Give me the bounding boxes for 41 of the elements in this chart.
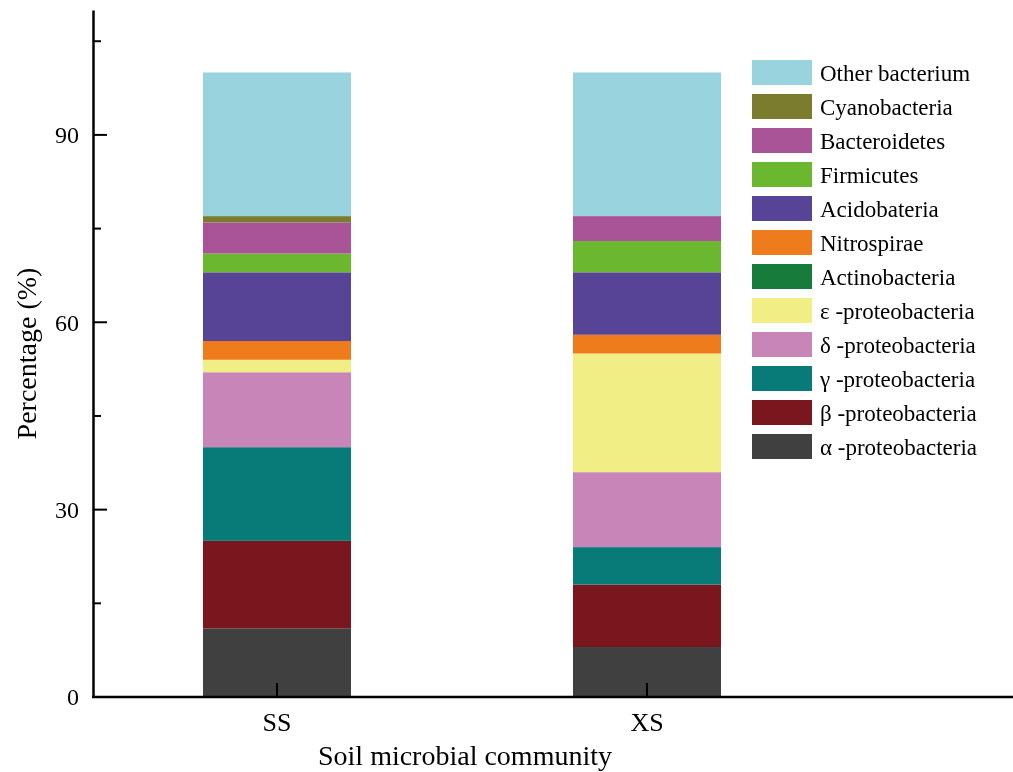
bar (203, 253, 351, 273)
legend-label: Bacteroidetes (820, 129, 946, 155)
bar (203, 272, 351, 342)
bar (573, 216, 721, 242)
bar (203, 628, 351, 697)
y-tick-label: 30 (55, 497, 79, 524)
legend-label: Firmicutes (820, 163, 919, 189)
legend-label: α -proteobacteria (820, 435, 977, 461)
bar (203, 540, 351, 629)
bar (573, 353, 721, 473)
bar (203, 447, 351, 541)
y-axis-title: Percentage (%) (11, 267, 42, 440)
legend-label: Acidobateria (820, 197, 939, 223)
legend-label: γ -proteobacteria (819, 367, 976, 393)
bar (573, 241, 721, 273)
legend-label: ε -proteobacteria (820, 299, 975, 325)
legend-label: Other bacterium (820, 61, 971, 87)
legend-label: δ -proteobacteria (820, 333, 976, 359)
x-axis-title: Soil microbial community (318, 740, 612, 771)
y-tick-label: 60 (55, 309, 79, 336)
bar (573, 72, 721, 217)
bar (573, 584, 721, 648)
bar (573, 547, 721, 585)
bar (203, 72, 351, 217)
legend-label: β -proteobacteria (820, 401, 977, 427)
bar (203, 216, 351, 223)
legend-label: Cyanobacteria (820, 95, 953, 121)
bar (203, 222, 351, 254)
legend-label: Nitrospirae (820, 231, 924, 257)
bar (203, 359, 351, 373)
x-tick-label: SS (262, 708, 292, 737)
legend-label: Actinobacteria (820, 265, 956, 291)
x-tick-label: XS (630, 708, 664, 737)
y-tick-label: 90 (55, 122, 79, 149)
bar (573, 334, 721, 354)
bar (203, 372, 351, 448)
y-tick-label: 0 (67, 684, 79, 711)
bar (573, 472, 721, 548)
bar (573, 272, 721, 335)
bar (203, 341, 351, 360)
bar (573, 647, 721, 697)
